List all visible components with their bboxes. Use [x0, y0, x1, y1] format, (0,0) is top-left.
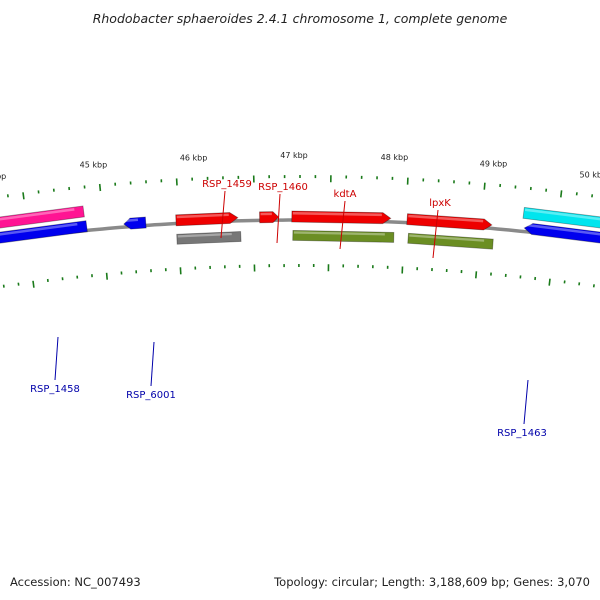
scale-tick-label: 46 kbp: [180, 154, 208, 163]
genome-stats-text: Topology: circular; Length: 3,188,609 bp…: [274, 575, 590, 589]
gene-leader-line: [150, 341, 155, 387]
tick-marks: [2, 175, 595, 288]
gene-leader-line: [220, 190, 226, 239]
cds-pink-rsp1458: [0, 205, 85, 237]
cds-blue-rsp1458: [0, 220, 88, 252]
scale-tick-label: 44 kbp: [0, 172, 6, 181]
gene-leader-line: [54, 336, 59, 381]
gene-label: kdtA: [334, 189, 357, 200]
scale-labels: 44 kbp 45 kbp 46 kbp 47 kbp 48 kbp 49 kbp 50 k…: [0, 151, 600, 181]
gene-leader-line: [432, 209, 439, 259]
scale-tick-label: 50 kbp: [580, 170, 600, 179]
gene-label: RSP_1458: [30, 384, 80, 395]
gene-label: RSP_1459: [202, 179, 252, 190]
cds-red-rsp1459: [175, 212, 239, 227]
cds-red-lpxk: [406, 213, 493, 231]
gene-leader-line: [339, 200, 346, 250]
scale-tick-label: 49 kbp: [480, 159, 508, 168]
accession-text: Accession: NC_007493: [10, 575, 141, 589]
cds-olive-kdta: [292, 229, 395, 243]
cds-blue-rsp6001: [123, 216, 147, 230]
map-title: Rhodobacter sphaeroides 2.4.1 chromosome…: [93, 11, 508, 26]
gene-labels: RSP_1459 RSP_1460 kdtA lpxK RSP_1458 RSP_6001…: [30, 179, 547, 439]
cds-blue-rsp1463: [523, 223, 600, 247]
cds-red-rsp1460: [259, 211, 280, 224]
gene-label: RSP_1463: [497, 428, 547, 439]
scale-tick-label: 47 kbp: [280, 151, 308, 160]
cds-olive-lpxk: [407, 232, 494, 250]
gene-features: [0, 205, 600, 252]
gene-label: RSP_6001: [126, 390, 176, 401]
scale-tick-label: 48 kbp: [381, 153, 409, 162]
cds-gray-rsp1459: [176, 231, 242, 245]
gene-label: RSP_1460: [258, 182, 308, 193]
gene-leader-line: [523, 379, 529, 425]
cds-red-kdta: [291, 210, 392, 225]
gene-label: lpxK: [429, 198, 451, 209]
cds-cyan-rsp1463: [522, 206, 600, 231]
scale-tick-label: 45 kbp: [80, 161, 108, 170]
gene-leader-line: [276, 193, 281, 244]
